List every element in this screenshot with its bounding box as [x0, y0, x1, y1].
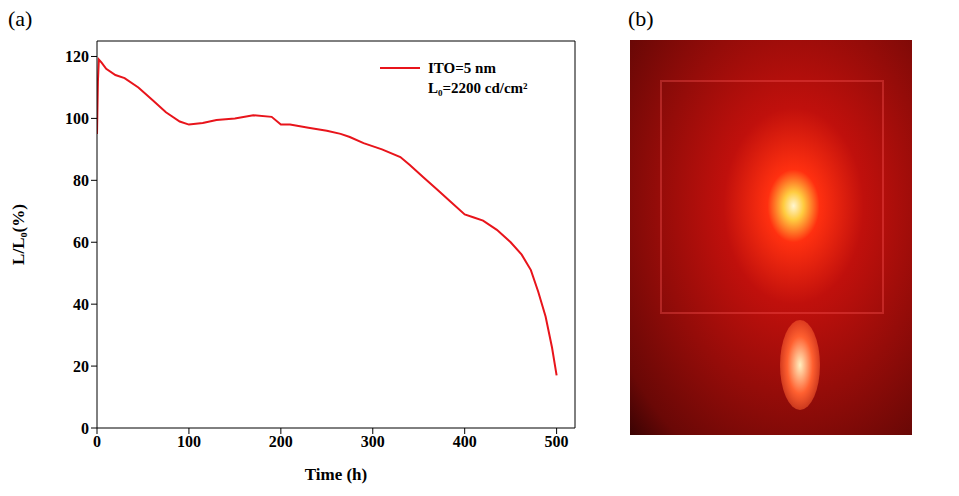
svg-text:Time (h): Time (h): [305, 465, 368, 484]
svg-text:200: 200: [269, 433, 293, 450]
svg-text:120: 120: [65, 48, 89, 65]
html-text:L₀=2200 cd/cm²: L₀=2200 cd/cm²: [428, 80, 528, 96]
svg-text:80: 80: [73, 172, 89, 189]
svg-text:0: 0: [93, 433, 101, 450]
svg-text:300: 300: [361, 433, 385, 450]
svg-text:500: 500: [545, 433, 569, 450]
html-text:(a): (a): [8, 6, 33, 31]
svg-text:60: 60: [73, 234, 89, 251]
svg-text:0: 0: [81, 420, 89, 437]
svg-text:100: 100: [65, 110, 89, 127]
html-text:ITO=5 nm: ITO=5 nm: [428, 60, 496, 76]
svg-text:400: 400: [453, 433, 477, 450]
svg-text:100: 100: [177, 433, 201, 450]
svg-text:40: 40: [73, 296, 89, 313]
svg-text:20: 20: [73, 358, 89, 375]
svg-text:L/L₀(%): L/L₀(%): [9, 204, 28, 265]
html-text:(b): (b): [628, 6, 654, 31]
